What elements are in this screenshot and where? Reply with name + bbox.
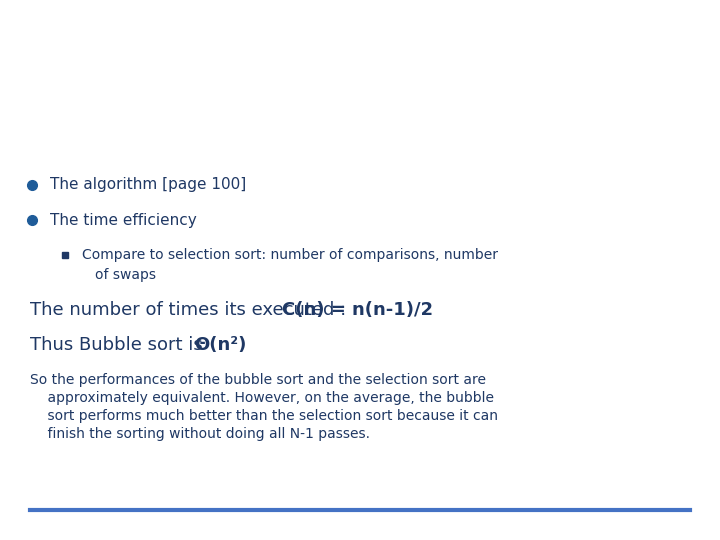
Text: Thus Bubble sort is: Thus Bubble sort is [30, 336, 209, 354]
Text: C(n) = n(n-1)/2: C(n) = n(n-1)/2 [282, 301, 433, 319]
Text: The number of times its executed :: The number of times its executed : [30, 301, 352, 319]
Text: So the performances of the bubble sort and the selection sort are: So the performances of the bubble sort a… [30, 373, 486, 387]
Text: Compare to selection sort: number of comparisons, number: Compare to selection sort: number of com… [82, 248, 498, 262]
Text: finish the sorting without doing all N-1 passes.: finish the sorting without doing all N-1… [30, 427, 370, 441]
Text: The algorithm [page 100]: The algorithm [page 100] [50, 178, 246, 192]
Text: approximately equivalent. However, on the average, the bubble: approximately equivalent. However, on th… [30, 391, 494, 405]
Text: Θ(n²): Θ(n²) [194, 336, 246, 354]
Text: of swaps: of swaps [95, 268, 156, 282]
Text: sort performs much better than the selection sort because it can: sort performs much better than the selec… [30, 409, 498, 423]
Text: The time efficiency: The time efficiency [50, 213, 197, 227]
